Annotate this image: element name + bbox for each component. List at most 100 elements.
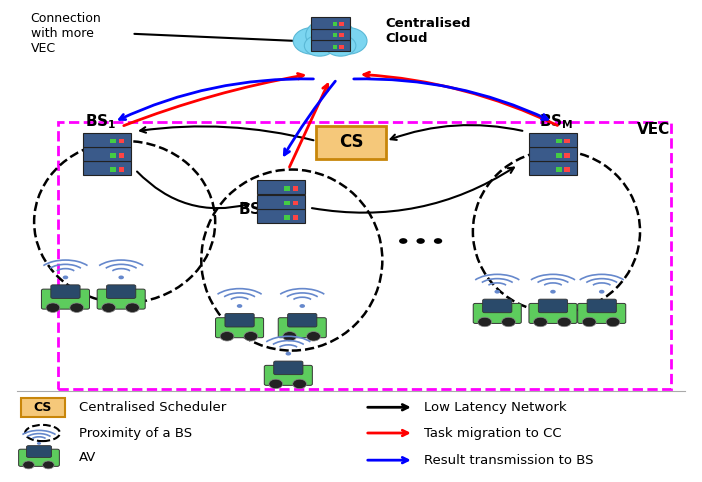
FancyBboxPatch shape [529,147,577,161]
Circle shape [582,317,596,327]
Circle shape [22,461,34,469]
FancyBboxPatch shape [473,303,522,323]
FancyBboxPatch shape [19,449,60,467]
Text: Proximity of a BS: Proximity of a BS [79,427,192,440]
FancyBboxPatch shape [483,299,512,313]
Circle shape [62,276,68,279]
FancyBboxPatch shape [529,303,577,323]
FancyBboxPatch shape [258,209,305,223]
FancyBboxPatch shape [564,167,570,172]
Text: Centralised Scheduler: Centralised Scheduler [79,401,227,414]
FancyBboxPatch shape [51,285,80,298]
FancyBboxPatch shape [293,186,298,191]
Circle shape [306,18,355,52]
FancyBboxPatch shape [529,133,577,147]
FancyBboxPatch shape [264,365,312,386]
Circle shape [69,303,84,312]
FancyBboxPatch shape [333,33,337,37]
Circle shape [325,35,356,56]
FancyBboxPatch shape [293,215,298,220]
FancyBboxPatch shape [97,289,145,309]
FancyBboxPatch shape [578,303,625,323]
FancyBboxPatch shape [288,313,317,327]
FancyBboxPatch shape [284,201,290,205]
FancyBboxPatch shape [333,45,337,49]
Circle shape [478,317,491,327]
Text: AV: AV [79,451,97,464]
Text: CS: CS [339,134,363,151]
Circle shape [286,352,291,356]
Text: CS: CS [33,401,52,414]
FancyBboxPatch shape [564,153,570,158]
Text: Result transmission to BS: Result transmission to BS [424,454,594,467]
FancyBboxPatch shape [21,398,65,417]
FancyBboxPatch shape [284,186,290,191]
FancyBboxPatch shape [310,40,350,52]
FancyBboxPatch shape [333,22,337,26]
FancyBboxPatch shape [538,299,568,313]
Circle shape [557,317,571,327]
FancyBboxPatch shape [284,215,290,220]
FancyBboxPatch shape [339,22,344,26]
FancyBboxPatch shape [587,299,616,313]
Circle shape [550,290,556,294]
Circle shape [220,332,234,341]
FancyBboxPatch shape [274,361,303,375]
Circle shape [599,290,604,294]
FancyBboxPatch shape [339,45,344,49]
FancyBboxPatch shape [84,133,131,147]
FancyBboxPatch shape [84,161,131,175]
Circle shape [328,27,367,54]
FancyBboxPatch shape [293,201,298,205]
FancyBboxPatch shape [110,138,116,143]
FancyBboxPatch shape [107,285,135,298]
Circle shape [305,35,335,56]
FancyBboxPatch shape [278,318,326,338]
Circle shape [300,304,305,308]
Circle shape [494,290,500,294]
FancyBboxPatch shape [258,195,305,209]
Circle shape [126,303,140,312]
FancyBboxPatch shape [316,126,386,159]
Circle shape [534,317,548,327]
Text: Task migration to CC: Task migration to CC [424,427,562,440]
Circle shape [237,304,242,308]
Text: $\mathbf{BS_1}$: $\mathbf{BS_1}$ [84,112,116,131]
Circle shape [43,461,54,469]
FancyBboxPatch shape [556,138,562,143]
Text: Connection
with more
VEC: Connection with more VEC [31,13,101,55]
FancyBboxPatch shape [119,167,124,172]
Text: Centralised
Cloud: Centralised Cloud [386,17,471,45]
Circle shape [293,27,332,54]
Circle shape [119,276,124,279]
Circle shape [293,379,307,388]
FancyBboxPatch shape [310,28,350,40]
Circle shape [37,442,41,445]
Circle shape [102,303,116,312]
Circle shape [606,317,620,327]
FancyBboxPatch shape [41,289,89,309]
Text: $\mathbf{BS_2}$: $\mathbf{BS_2}$ [238,201,269,219]
Circle shape [399,238,407,244]
FancyBboxPatch shape [216,318,263,338]
FancyBboxPatch shape [27,446,51,457]
Circle shape [269,379,283,388]
FancyBboxPatch shape [310,17,350,28]
FancyBboxPatch shape [529,161,577,175]
FancyBboxPatch shape [258,180,305,194]
Circle shape [46,303,60,312]
FancyBboxPatch shape [119,138,124,143]
Circle shape [307,332,320,341]
FancyBboxPatch shape [556,167,562,172]
Text: $\mathbf{BS_M}$: $\mathbf{BS_M}$ [539,112,574,131]
FancyBboxPatch shape [339,33,344,37]
Circle shape [283,332,297,341]
FancyBboxPatch shape [110,167,116,172]
Circle shape [244,332,258,341]
FancyBboxPatch shape [556,153,562,158]
FancyBboxPatch shape [84,147,131,161]
Circle shape [502,317,515,327]
FancyBboxPatch shape [119,153,124,158]
FancyBboxPatch shape [110,153,116,158]
Circle shape [416,238,425,244]
